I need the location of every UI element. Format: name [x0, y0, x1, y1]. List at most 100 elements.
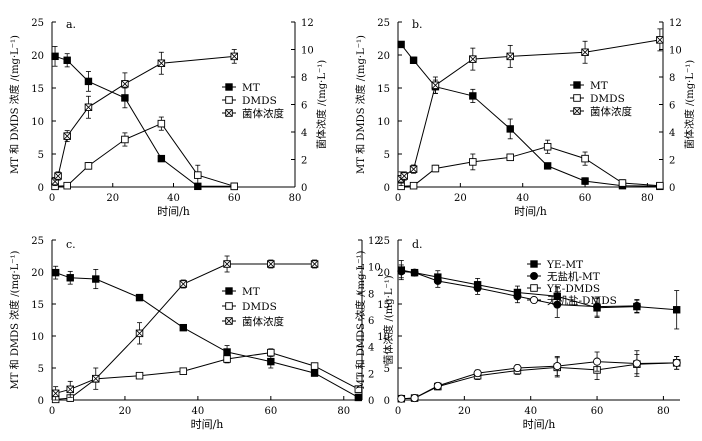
data-point — [506, 125, 514, 133]
y2-axis-label: 菌体浓度 /(mg·L⁻¹) — [315, 60, 328, 149]
y-tick-label: 0 — [384, 396, 390, 407]
y-axis-label: MT 和 DMDS 浓度 /(mg·L⁻¹) — [354, 35, 367, 174]
data-point — [632, 359, 641, 368]
data-point — [135, 371, 144, 380]
x-tick-label: 40 — [167, 193, 180, 204]
x-tick-label: 20 — [119, 406, 132, 417]
y2-tick-label: 2 — [669, 156, 675, 167]
data-point — [267, 357, 275, 366]
data-point — [469, 92, 477, 100]
x-tick-label: 40 — [192, 406, 205, 417]
x-tick-label: 40 — [516, 193, 529, 204]
y2-tick-label: 6 — [301, 101, 307, 112]
data-point — [121, 135, 129, 144]
y2-tick-label: 8 — [368, 289, 374, 300]
data-point — [121, 94, 129, 102]
data-point — [593, 357, 602, 366]
y-tick-label: 5 — [38, 150, 44, 161]
y2-tick-label: 2 — [368, 369, 374, 380]
data-point — [581, 48, 589, 56]
legend-marker — [225, 109, 233, 117]
series-b-2 — [397, 28, 664, 187]
series-a-0 — [51, 46, 238, 191]
legend-label: DMDS — [590, 93, 625, 105]
data-point — [409, 181, 418, 190]
y-tick-label: 20 — [377, 268, 390, 279]
panel-label: a. — [66, 18, 76, 31]
data-point — [179, 280, 188, 288]
data-point — [230, 182, 239, 191]
series-line — [55, 263, 315, 394]
data-point — [92, 374, 100, 383]
x-tick-label: 40 — [524, 406, 537, 417]
data-point — [632, 301, 641, 310]
x-tick-label: 80 — [657, 406, 670, 417]
data-point — [409, 165, 418, 173]
data-point — [84, 103, 93, 112]
y-tick-label: 25 — [31, 18, 44, 29]
legend-marker — [530, 284, 538, 292]
data-point — [310, 260, 319, 268]
legend-label: DMDS — [242, 301, 277, 313]
legend-label: MT — [242, 82, 260, 94]
data-point — [469, 158, 477, 166]
data-point — [618, 179, 627, 187]
legend-label: 无机盐-DMDS — [547, 294, 617, 307]
x-tick-label: 20 — [106, 193, 119, 204]
y2-tick-label: 8 — [669, 73, 675, 84]
y2-tick-label: 6 — [669, 101, 675, 112]
data-point — [513, 363, 522, 373]
y2-tick-label: 6 — [368, 316, 374, 327]
legend-marker — [530, 271, 538, 281]
y2-tick-label: 4 — [669, 128, 675, 139]
data-point — [179, 367, 188, 375]
data-point — [506, 52, 514, 61]
data-point — [410, 268, 419, 277]
legend-marker — [573, 107, 581, 115]
data-point — [84, 162, 93, 170]
data-point — [410, 394, 419, 403]
data-point — [310, 362, 319, 370]
series-line — [401, 270, 637, 308]
x-tick-label: 80 — [337, 406, 350, 417]
y-tick-label: 10 — [31, 332, 44, 343]
data-point — [267, 348, 275, 357]
y-tick-label: 15 — [377, 84, 390, 95]
x-tick-label: 20 — [458, 406, 471, 417]
legend-marker — [530, 260, 538, 268]
data-point — [400, 172, 408, 180]
series-d-1 — [397, 264, 641, 318]
data-point — [223, 355, 231, 363]
y2-tick-label: 10 — [301, 46, 314, 57]
data-point — [581, 154, 589, 163]
x-tick-label: 60 — [228, 193, 241, 204]
y-tick-label: 25 — [377, 18, 390, 29]
data-point — [66, 385, 74, 394]
y-tick-label: 20 — [31, 268, 44, 279]
data-point — [431, 81, 440, 90]
data-point — [84, 77, 93, 86]
legend-label: YE-MT — [546, 259, 583, 271]
data-point — [672, 306, 681, 314]
chart-panel-c: c. 0 20 40 60 80 0 5 10 15 20 25 0 2 4 6 8 10 12 时间/h MT 和 D… — [8, 236, 395, 431]
y-tick-label: 20 — [377, 51, 390, 62]
legend-marker — [225, 83, 233, 91]
panel-label: b. — [412, 18, 423, 31]
y-tick-label: 5 — [384, 150, 390, 161]
legend-label: 无盐机-MT — [547, 270, 600, 283]
y2-axis-label: 菌体浓度 /(mg·L⁻¹) — [683, 60, 696, 149]
data-point — [223, 260, 231, 268]
legend-marker — [225, 287, 233, 295]
data-point — [310, 369, 319, 377]
data-point — [157, 59, 166, 68]
y-tick-label: 25 — [31, 236, 44, 247]
y2-tick-label: 12 — [301, 18, 314, 29]
legend-label: 菌体浓度 — [242, 315, 284, 328]
x-tick-label: 0 — [49, 406, 55, 417]
data-point — [397, 267, 406, 276]
x-tick-label: 80 — [289, 193, 302, 204]
x-axis-label: 时间/h — [523, 418, 556, 431]
